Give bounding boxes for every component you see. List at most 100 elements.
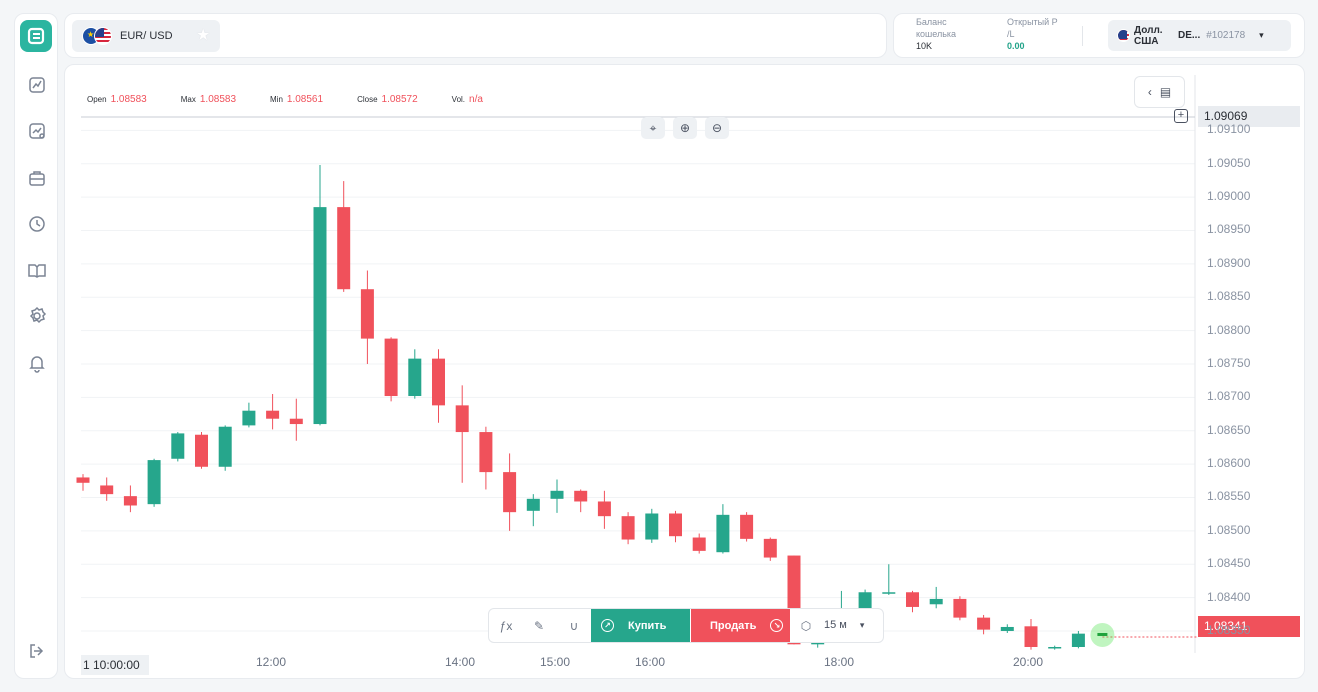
price-tick-label: 1.09000 — [1207, 189, 1251, 204]
candle-body — [906, 592, 919, 607]
candle-body — [313, 207, 327, 425]
ohlc-legend: Open 1.08583 Max 1.08583 Min 1.08561 Close 1… — [87, 94, 517, 105]
trade-control-bar: ƒx ✎ ∪ ↗ Купить Продать ↘ ⬡ 15 м ▾ — [488, 608, 884, 643]
divider — [1082, 26, 1083, 46]
min-label: Min — [270, 95, 283, 104]
candle-body — [977, 617, 991, 630]
candlestick-chart[interactable] — [65, 65, 1305, 679]
magnet-icon[interactable]: ∪ — [569, 619, 579, 633]
currency-pair-selector[interactable]: EUR/ USD ★ — [72, 20, 220, 52]
price-tick-label: 1.08700 — [1207, 389, 1251, 404]
candle — [906, 590, 919, 613]
account-selector[interactable]: Долл. США DE... #102178 ▾ — [1108, 20, 1291, 51]
candle-body — [171, 433, 185, 459]
candle — [147, 458, 161, 507]
price-tick-label: 1.08850 — [1207, 289, 1251, 304]
chevron-down-icon: ▾ — [1259, 30, 1264, 40]
candle — [432, 349, 445, 423]
us-flag-icon — [94, 27, 112, 45]
candle-body — [858, 592, 872, 611]
timeframe-label: 15 м — [824, 619, 847, 631]
timeframe-selector[interactable]: 15 м ▾ — [824, 619, 864, 631]
close-value: 1.08572 — [381, 94, 418, 105]
candle-body — [526, 498, 540, 511]
candle — [242, 402, 256, 428]
candle — [266, 394, 280, 430]
max-value: 1.08583 — [199, 94, 237, 105]
candle — [740, 512, 754, 542]
candle-body — [195, 434, 208, 467]
chart-panel: Open 1.08583 Max 1.08583 Min 1.08561 Close 1… — [64, 64, 1305, 679]
price-tick-label: 1.08400 — [1207, 589, 1251, 604]
chart-settings-icon[interactable] — [26, 120, 48, 142]
candle — [669, 510, 682, 543]
arrow-down-right-icon: ↘ — [770, 619, 784, 632]
candle-body — [953, 598, 967, 618]
price-tick-label: 1.08600 — [1207, 456, 1251, 471]
candle-body — [408, 358, 422, 397]
logout-icon[interactable] — [26, 640, 48, 662]
logo-icon — [27, 27, 45, 45]
candle-body — [1071, 633, 1085, 647]
gear-icon[interactable] — [26, 305, 48, 327]
draw-pen-icon[interactable]: ✎ — [533, 619, 545, 633]
book-icon[interactable] — [26, 259, 48, 281]
candle — [360, 270, 374, 364]
candle-body — [503, 472, 517, 513]
indicator-fx-icon[interactable]: ƒx — [499, 619, 513, 633]
sell-label: Продать — [710, 619, 757, 632]
pl-value: 0.00 — [1007, 41, 1025, 51]
time-tick-label: 20:00 — [1013, 655, 1044, 669]
candle-body — [1024, 626, 1038, 647]
analytics-icon[interactable] — [26, 74, 48, 96]
crosshair-target-icon[interactable]: ⌖ — [641, 117, 665, 139]
balance-value: 10K — [916, 41, 933, 51]
add-order-icon[interactable]: + — [1174, 109, 1188, 123]
open-value: 1.08583 — [110, 94, 147, 105]
candle — [76, 474, 90, 491]
price-tick-label: 1.08800 — [1207, 322, 1251, 337]
chevron-down-icon: ▾ — [859, 620, 865, 630]
price-tick-label: 1.09100 — [1207, 122, 1251, 137]
sell-button[interactable]: Продать ↘ — [691, 609, 790, 642]
candle — [763, 537, 777, 561]
time-tick-label: 12:00 — [256, 655, 287, 669]
candle — [1024, 618, 1038, 650]
candle-body — [669, 513, 682, 537]
pair-label: EUR/ USD — [120, 30, 173, 42]
candle-body — [1048, 646, 1062, 649]
candle-body — [242, 410, 256, 426]
close-label: Close — [357, 95, 378, 104]
candle-body — [716, 514, 730, 553]
zoom-in-icon[interactable]: ⊕ — [673, 117, 697, 139]
candle — [621, 512, 635, 545]
sidebar — [14, 13, 58, 679]
vol-value: n/a — [469, 94, 483, 105]
candle — [123, 485, 137, 513]
panel-toggle-button[interactable]: ‹ ▤ — [1134, 76, 1185, 108]
briefcase-icon[interactable] — [26, 167, 48, 189]
clock-icon[interactable] — [26, 213, 48, 235]
buy-button[interactable]: ↗ Купить — [591, 609, 690, 642]
price-tick-label: 1.08950 — [1207, 222, 1251, 237]
candle — [882, 564, 896, 595]
panel-icon: ▤ — [1159, 85, 1172, 99]
candle — [218, 425, 232, 471]
brand-logo[interactable] — [20, 20, 52, 52]
candle-body — [337, 207, 351, 290]
time-tick-label: 14:00 — [445, 655, 476, 669]
price-tick-label: 1.08650 — [1207, 422, 1251, 437]
bell-icon[interactable] — [26, 352, 48, 374]
candle-body — [574, 490, 588, 502]
candle — [645, 508, 659, 543]
account-id: #102178 — [1206, 30, 1246, 41]
candle — [171, 432, 185, 462]
zoom-out-icon[interactable]: ⊖ — [705, 117, 729, 139]
crosshair-time-label: 1 10:00:00 — [81, 655, 149, 675]
open-label: Open — [87, 95, 107, 104]
favorite-star-icon[interactable]: ★ — [196, 27, 211, 44]
candle — [1071, 630, 1085, 649]
candle — [526, 494, 540, 527]
candle-body — [100, 485, 114, 495]
candle-body — [692, 537, 706, 551]
